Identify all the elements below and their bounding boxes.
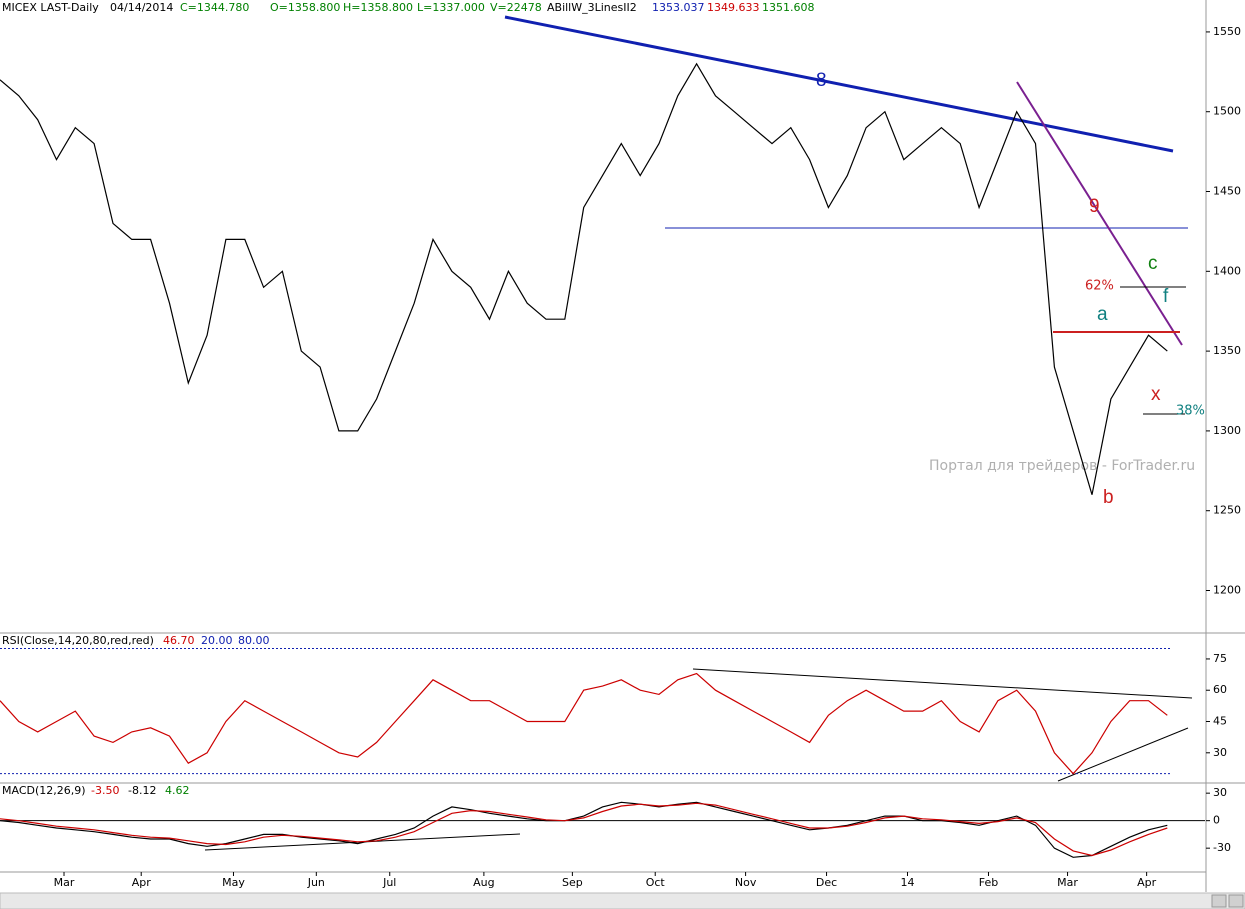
x-tick-label: Oct <box>646 876 666 889</box>
x-tick-label: Mar <box>1057 876 1078 889</box>
chart-title: MICEX LAST-Daily <box>2 1 99 14</box>
x-tick-label: Jun <box>307 876 325 889</box>
annotation: c <box>1148 253 1158 274</box>
y-tick-label: 30 <box>1213 746 1227 759</box>
rsi-level: 80.00 <box>238 634 270 647</box>
scroll-button[interactable] <box>1228 894 1244 908</box>
macd-value: 4.62 <box>165 784 190 797</box>
watermark: Портал для трейдеров - ForTrader.ru <box>929 458 1195 474</box>
x-tick-label: Apr <box>132 876 152 889</box>
low: L=1337.000 <box>417 1 485 14</box>
open: O=1358.800 <box>270 1 340 14</box>
annotation: 9 <box>1089 196 1100 217</box>
y-tick-label: 1250 <box>1213 504 1241 517</box>
x-tick-label: Apr <box>1137 876 1157 889</box>
y-tick-label: 75 <box>1213 652 1227 665</box>
annotation: 38% <box>1176 404 1205 419</box>
close: C=1344.780 <box>180 1 249 14</box>
annotation: a <box>1097 304 1108 325</box>
y-tick-label: 0 <box>1213 814 1220 827</box>
trendline <box>1016 81 1183 346</box>
series-line <box>0 672 1168 775</box>
x-tick-label: Nov <box>735 876 757 889</box>
rsi-title: RSI(Close,14,20,80,red,red) <box>2 634 154 647</box>
series-line <box>0 802 1168 857</box>
scroll-button[interactable] <box>1211 894 1227 908</box>
y-tick-label: 45 <box>1213 715 1227 728</box>
y-tick-label: -30 <box>1213 841 1231 854</box>
series-line <box>0 801 1168 858</box>
volume: V=22478 <box>490 1 542 14</box>
trendline <box>504 15 1174 153</box>
annotation: b <box>1103 487 1114 508</box>
x-tick-label: Dec <box>816 876 837 889</box>
scrollbar[interactable] <box>0 892 1245 909</box>
date: 04/14/2014 <box>110 1 173 14</box>
indicator-value: 1353.037 <box>652 1 705 14</box>
annotation: f <box>1163 286 1169 307</box>
indicator-value: 1351.608 <box>762 1 815 14</box>
rsi-value: 46.70 <box>163 634 195 647</box>
x-tick-label: Aug <box>473 876 494 889</box>
annotation: 62% <box>1085 279 1114 294</box>
indicator-name: ABillW_3LinesII2 <box>547 1 637 14</box>
high: H=1358.800 <box>343 1 413 14</box>
y-tick-label: 1400 <box>1213 264 1241 277</box>
rsi-trendline <box>692 668 1193 699</box>
rsi-trendline <box>1057 727 1189 782</box>
y-tick-label: 1200 <box>1213 584 1241 597</box>
x-tick-label: Jul <box>382 876 396 889</box>
annotation: x <box>1151 384 1161 405</box>
x-tick-label: Feb <box>979 876 998 889</box>
indicator-value: 1349.633 <box>707 1 760 14</box>
y-tick-label: 1450 <box>1213 185 1241 198</box>
y-tick-label: 1500 <box>1213 105 1241 118</box>
x-tick-label: Mar <box>54 876 75 889</box>
series-line <box>0 62 1168 495</box>
y-tick-label: 60 <box>1213 683 1227 696</box>
annotation: 8 <box>816 70 827 91</box>
y-tick-label: 30 <box>1213 786 1227 799</box>
macd-value: -3.50 <box>91 784 119 797</box>
macd-value: -8.12 <box>128 784 156 797</box>
y-tick-label: 1350 <box>1213 344 1241 357</box>
rsi-level: 20.00 <box>201 634 233 647</box>
macd-title: MACD(12,26,9) <box>2 784 86 797</box>
x-tick-label: May <box>222 876 245 889</box>
x-tick-label: Sep <box>562 876 583 889</box>
x-tick-label: 14 <box>901 876 915 889</box>
y-tick-label: 1550 <box>1213 25 1241 38</box>
y-tick-label: 1300 <box>1213 424 1241 437</box>
